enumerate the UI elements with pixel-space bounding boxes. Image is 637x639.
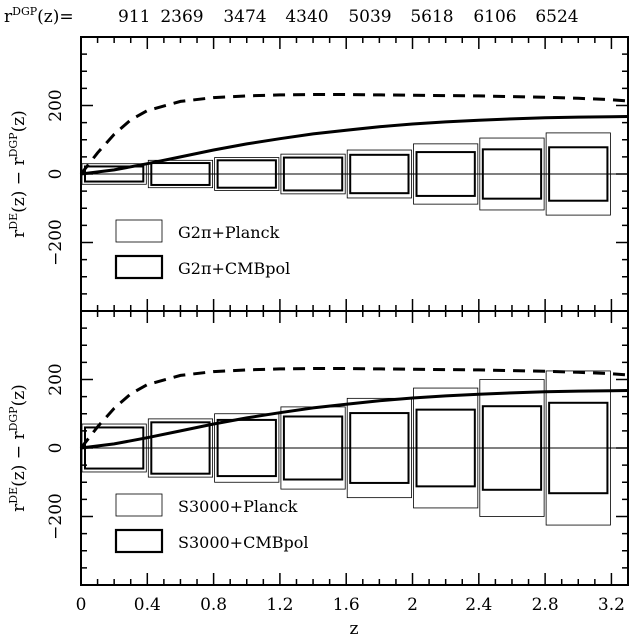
top-axis-value: 6524 [535, 7, 578, 27]
error-box-thick [349, 412, 410, 484]
y-tick-label: 0 [46, 169, 66, 180]
x-tick-label: 2.4 [465, 595, 492, 615]
error-box-thick [415, 408, 476, 488]
error-box-thick [216, 159, 277, 189]
legend-swatch-thick [114, 254, 164, 280]
error-box-thick [548, 401, 609, 495]
error-box-thin [214, 413, 280, 483]
x-tick-label: 1.6 [333, 595, 360, 615]
error-box-thin [280, 153, 346, 195]
x-tick-labels: 0 0.4 0.8 1.2 1.6 2 2.4 2.8 3.2 [76, 595, 625, 615]
legend-swatch-thin [115, 219, 163, 243]
y-tick-label: 200 [46, 89, 66, 121]
error-box-thick [150, 421, 211, 475]
x-tick-label: 0.8 [200, 595, 227, 615]
y-axis-title-top: rDE(z) − rDGP(z) [7, 110, 29, 238]
x-axis-title: z [350, 619, 359, 639]
top-axis-value: 2369 [160, 7, 203, 27]
error-box-thin [479, 137, 545, 211]
error-box-thick [150, 162, 211, 186]
top-axis-value: 5039 [348, 7, 391, 27]
top-axis-value: 4340 [285, 7, 328, 27]
x-tick-label: 1.2 [266, 595, 293, 615]
error-box-thick [415, 151, 476, 197]
top-axis-value: 5618 [410, 7, 453, 27]
top-axis-prefix: rDGP(z)= [4, 5, 74, 27]
y-axis-title-bottom: rDE(z) − rDGP(z) [7, 384, 29, 512]
error-box-thick [349, 153, 410, 195]
dashed-curve [79, 93, 629, 175]
legend-swatch-thin [115, 493, 163, 517]
error-box-thick [548, 146, 609, 202]
error-box-thin [214, 157, 280, 191]
y-tick-label: −200 [46, 493, 66, 540]
legend-label: S3000+Planck [178, 497, 298, 516]
error-box-thin [147, 159, 214, 189]
x-tick-label: 2 [407, 595, 418, 615]
top-axis-value: 911 [118, 7, 150, 27]
error-box-thick [481, 405, 543, 491]
error-box-thin [545, 132, 611, 216]
error-box-thin [413, 387, 479, 509]
x-tick-label: 0.4 [134, 595, 161, 615]
bottom-panel: −200 0 200 S3000+Planck S3000+CMBpol [46, 310, 629, 586]
legend-swatch-thick [114, 528, 164, 554]
error-box-thin [479, 379, 545, 517]
error-box-thick [282, 415, 344, 481]
x-tick-label: 3.2 [598, 595, 625, 615]
x-tick-label: 0 [76, 595, 87, 615]
error-box-thin [413, 143, 479, 205]
solid-curve [80, 115, 629, 176]
error-box-thick [282, 156, 344, 192]
y-tick-label: −200 [46, 219, 66, 266]
top-axis-values: rDGP(z)= 911 2369 3474 4340 5039 5618 6106 6524 [4, 5, 579, 27]
error-box-thick [216, 418, 277, 478]
error-box-thin [147, 418, 214, 478]
legend-label: G2π+CMBpol [178, 259, 290, 278]
error-box-thin [346, 397, 412, 499]
y-tick-label: 0 [46, 443, 66, 454]
top-axis-value: 6106 [473, 7, 516, 27]
error-box-thin [346, 149, 412, 199]
dashed-curve [79, 367, 629, 449]
legend-label: S3000+CMBpol [178, 533, 308, 552]
x-tick-label: 2.8 [532, 595, 559, 615]
legend-label: G2π+Planck [178, 223, 280, 242]
top-panel: −200 0 200 G2π+Planck G2π+CMBpol [46, 36, 629, 312]
solid-curve [80, 389, 629, 450]
error-box-thick [481, 148, 543, 200]
y-tick-label: 200 [46, 363, 66, 395]
top-axis-value: 3474 [223, 7, 266, 27]
